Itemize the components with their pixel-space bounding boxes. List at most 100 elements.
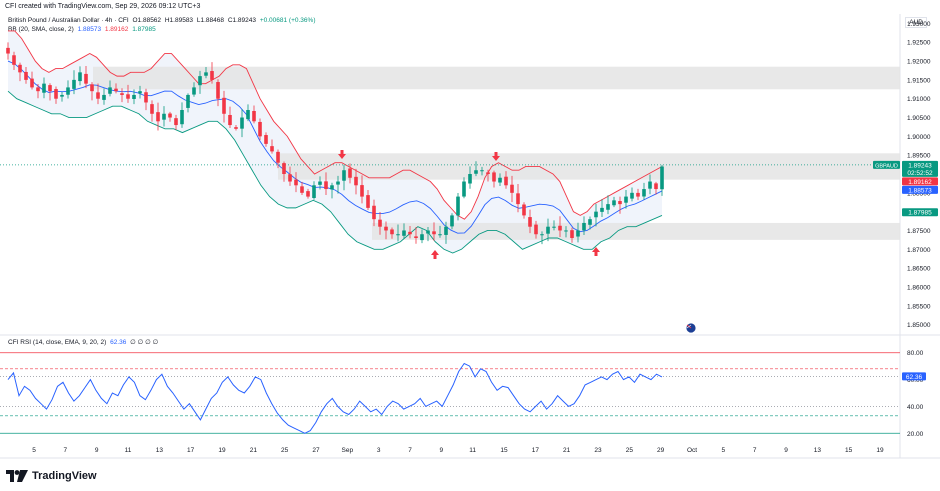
time-tick-label: 29 <box>657 447 665 454</box>
candle-body <box>294 179 298 186</box>
candle-body <box>366 195 370 208</box>
candle-body <box>234 127 238 129</box>
candle-body <box>450 215 454 227</box>
candle-body <box>540 234 544 236</box>
candle-body <box>126 94 130 99</box>
rsi-label: CFI RSI (14, close, EMA, 9, 20, 2) <box>8 339 107 346</box>
candle-body <box>576 230 580 237</box>
rsi-legend-extra: ∅ ∅ ∅ ∅ <box>130 339 159 346</box>
candle-body <box>504 176 508 186</box>
candle-body <box>432 231 436 235</box>
time-tick-label: 9 <box>440 447 444 454</box>
last-price-tag-bg <box>902 160 938 177</box>
time-tick-label: Oct <box>687 447 697 454</box>
ohlc-change: +0.00681 (+0.36%) <box>259 17 316 24</box>
bb-lower-tag: 1.87985 <box>902 208 938 217</box>
candle-body <box>174 118 178 126</box>
time-tick-label: 15 <box>500 447 508 454</box>
candle-body <box>468 174 472 184</box>
candle-body <box>498 177 502 183</box>
bb-upper-value: 1.89162 <box>104 26 129 33</box>
candle-body <box>114 88 118 92</box>
candle-body <box>306 191 310 197</box>
candle-body <box>198 76 202 86</box>
time-tick-label: 25 <box>281 447 289 454</box>
support-arrow-up <box>431 250 439 259</box>
candle-body <box>558 225 562 231</box>
time-tick-label: 17 <box>532 447 540 454</box>
rsi-line <box>7 362 663 434</box>
candle-body <box>132 94 136 99</box>
candle-body <box>72 79 76 89</box>
candle-body <box>42 83 46 93</box>
rsi-tick-label: 80.00 <box>907 350 924 357</box>
candle-body <box>474 170 478 174</box>
candle-body <box>96 92 100 99</box>
candle-body <box>438 234 442 236</box>
price-tick-label: 1.90000 <box>907 134 931 141</box>
time-tick-label: 11 <box>125 447 132 454</box>
candle-body <box>282 163 286 174</box>
rsi-value-tag-text: 62.36 <box>906 374 923 381</box>
candle-body <box>240 117 244 129</box>
time-tick-label: 5 <box>722 447 726 454</box>
candle-body <box>330 185 334 190</box>
candle-body <box>186 94 190 108</box>
candle-body <box>414 236 418 238</box>
candle-body <box>270 146 274 152</box>
candle-body <box>90 84 94 92</box>
candle-body <box>288 174 292 182</box>
candle-body <box>318 181 322 185</box>
bb-lower-tag-text: 1.87985 <box>908 210 932 217</box>
candle-body <box>444 226 448 235</box>
candle-body <box>420 234 424 241</box>
time-tick-label: 17 <box>187 447 195 454</box>
price-tick-label: 1.87000 <box>907 247 931 254</box>
bollinger-upper-line <box>8 30 663 220</box>
candle-body <box>192 87 196 95</box>
time-tick-label: 27 <box>312 447 320 454</box>
candle-body <box>552 226 556 228</box>
rsi-value-tag-bg <box>902 372 926 381</box>
bollinger-band-fill <box>8 30 662 254</box>
candle-body <box>348 168 352 178</box>
candle-body <box>522 204 526 216</box>
candle-body <box>210 71 214 80</box>
candle-body <box>222 97 226 114</box>
candle-body <box>648 181 652 189</box>
bb-basis-tag-text: 1.88573 <box>908 187 932 194</box>
flag-cross <box>686 324 692 329</box>
candle-body <box>396 234 400 236</box>
symbol-tag: GBPAUD <box>873 160 900 169</box>
candle-body <box>408 231 412 235</box>
candle-body <box>486 172 490 174</box>
candle-body <box>426 230 430 234</box>
price-tick-label: 1.93000 <box>907 21 931 28</box>
tradingview-logo[interactable]: TradingView <box>6 468 97 484</box>
candle-body <box>258 121 262 137</box>
time-tick-label: 25 <box>626 447 634 454</box>
candle-body <box>582 222 586 231</box>
candle-body <box>630 192 634 199</box>
candle-body <box>534 224 538 235</box>
support-arrow-up <box>592 247 600 256</box>
time-tick-label: 19 <box>876 447 884 454</box>
candle-body <box>102 94 106 100</box>
price-tick-label: 1.89500 <box>907 153 931 160</box>
candle-body <box>528 217 532 227</box>
candle-body <box>600 207 604 212</box>
candle-body <box>594 211 598 218</box>
rsi-tick-label: 20.00 <box>907 431 924 438</box>
bb-lower-tag-bg <box>902 208 938 217</box>
time-tick-label: 13 <box>814 447 822 454</box>
currency-badge[interactable]: AUD <box>905 17 927 28</box>
time-tick-label: 3 <box>377 447 381 454</box>
candle-body <box>216 82 220 99</box>
candle-body <box>378 219 382 227</box>
price-tick-label: 1.91000 <box>907 96 931 103</box>
bb-basis-value: 1.88573 <box>77 26 102 33</box>
candle-body <box>36 87 40 92</box>
candle-body <box>252 110 256 122</box>
bb-upper-tag-text: 1.89162 <box>908 179 932 186</box>
